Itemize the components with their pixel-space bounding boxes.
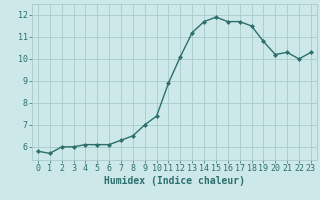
X-axis label: Humidex (Indice chaleur): Humidex (Indice chaleur) bbox=[104, 176, 245, 186]
